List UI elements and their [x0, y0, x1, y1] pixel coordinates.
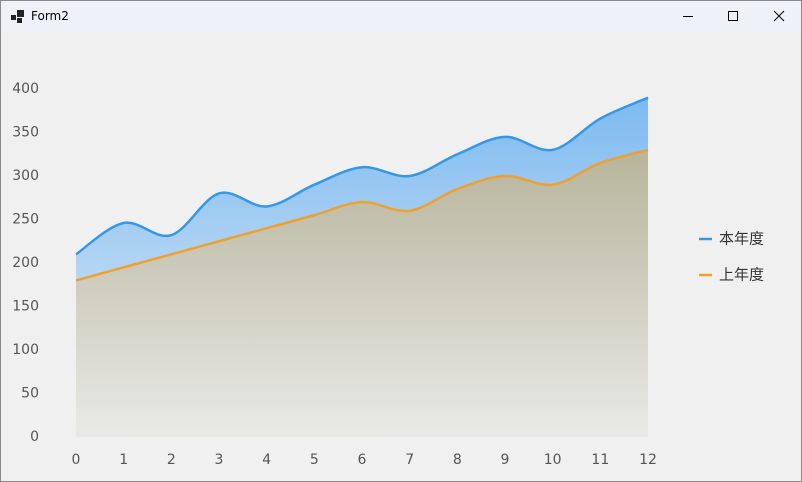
x-tick-label: 8	[453, 452, 462, 468]
x-tick-label: 4	[262, 452, 271, 468]
app-icon	[11, 10, 24, 23]
legend-label: 本年度	[719, 230, 764, 248]
x-tick-label: 3	[215, 452, 224, 468]
y-tick-label: 50	[21, 386, 39, 402]
line	[75, 148, 649, 282]
y-tick-label: 100	[12, 342, 39, 358]
y-tick-label: 250	[12, 212, 39, 228]
maximize-button[interactable]	[728, 11, 738, 21]
y-tick-label: 400	[12, 81, 39, 97]
x-tick-label: 11	[591, 452, 609, 468]
line	[75, 96, 649, 256]
y-tick-label: 0	[30, 429, 39, 445]
y-tick-label: 150	[12, 299, 39, 315]
legend-label: 上年度	[719, 266, 764, 284]
x-tick-label: 5	[310, 452, 319, 468]
window-controls	[683, 10, 785, 22]
y-tick-label: 300	[12, 168, 39, 184]
close-button[interactable]	[773, 10, 785, 22]
x-tick-label: 0	[72, 452, 81, 468]
x-tick-label: 1	[119, 452, 128, 468]
x-tick-label: 10	[544, 452, 562, 468]
x-tick-label: 2	[167, 452, 176, 468]
x-tick-label: 12	[639, 452, 657, 468]
title-bar: Form2	[1, 1, 801, 32]
x-tick-label: 9	[501, 452, 510, 468]
y-tick-label: 200	[12, 255, 39, 271]
x-tick-label: 6	[358, 452, 367, 468]
window-title: Form2	[31, 9, 69, 23]
x-tick-label: 7	[405, 452, 414, 468]
area	[76, 149, 648, 437]
y-tick-label: 350	[12, 125, 39, 141]
